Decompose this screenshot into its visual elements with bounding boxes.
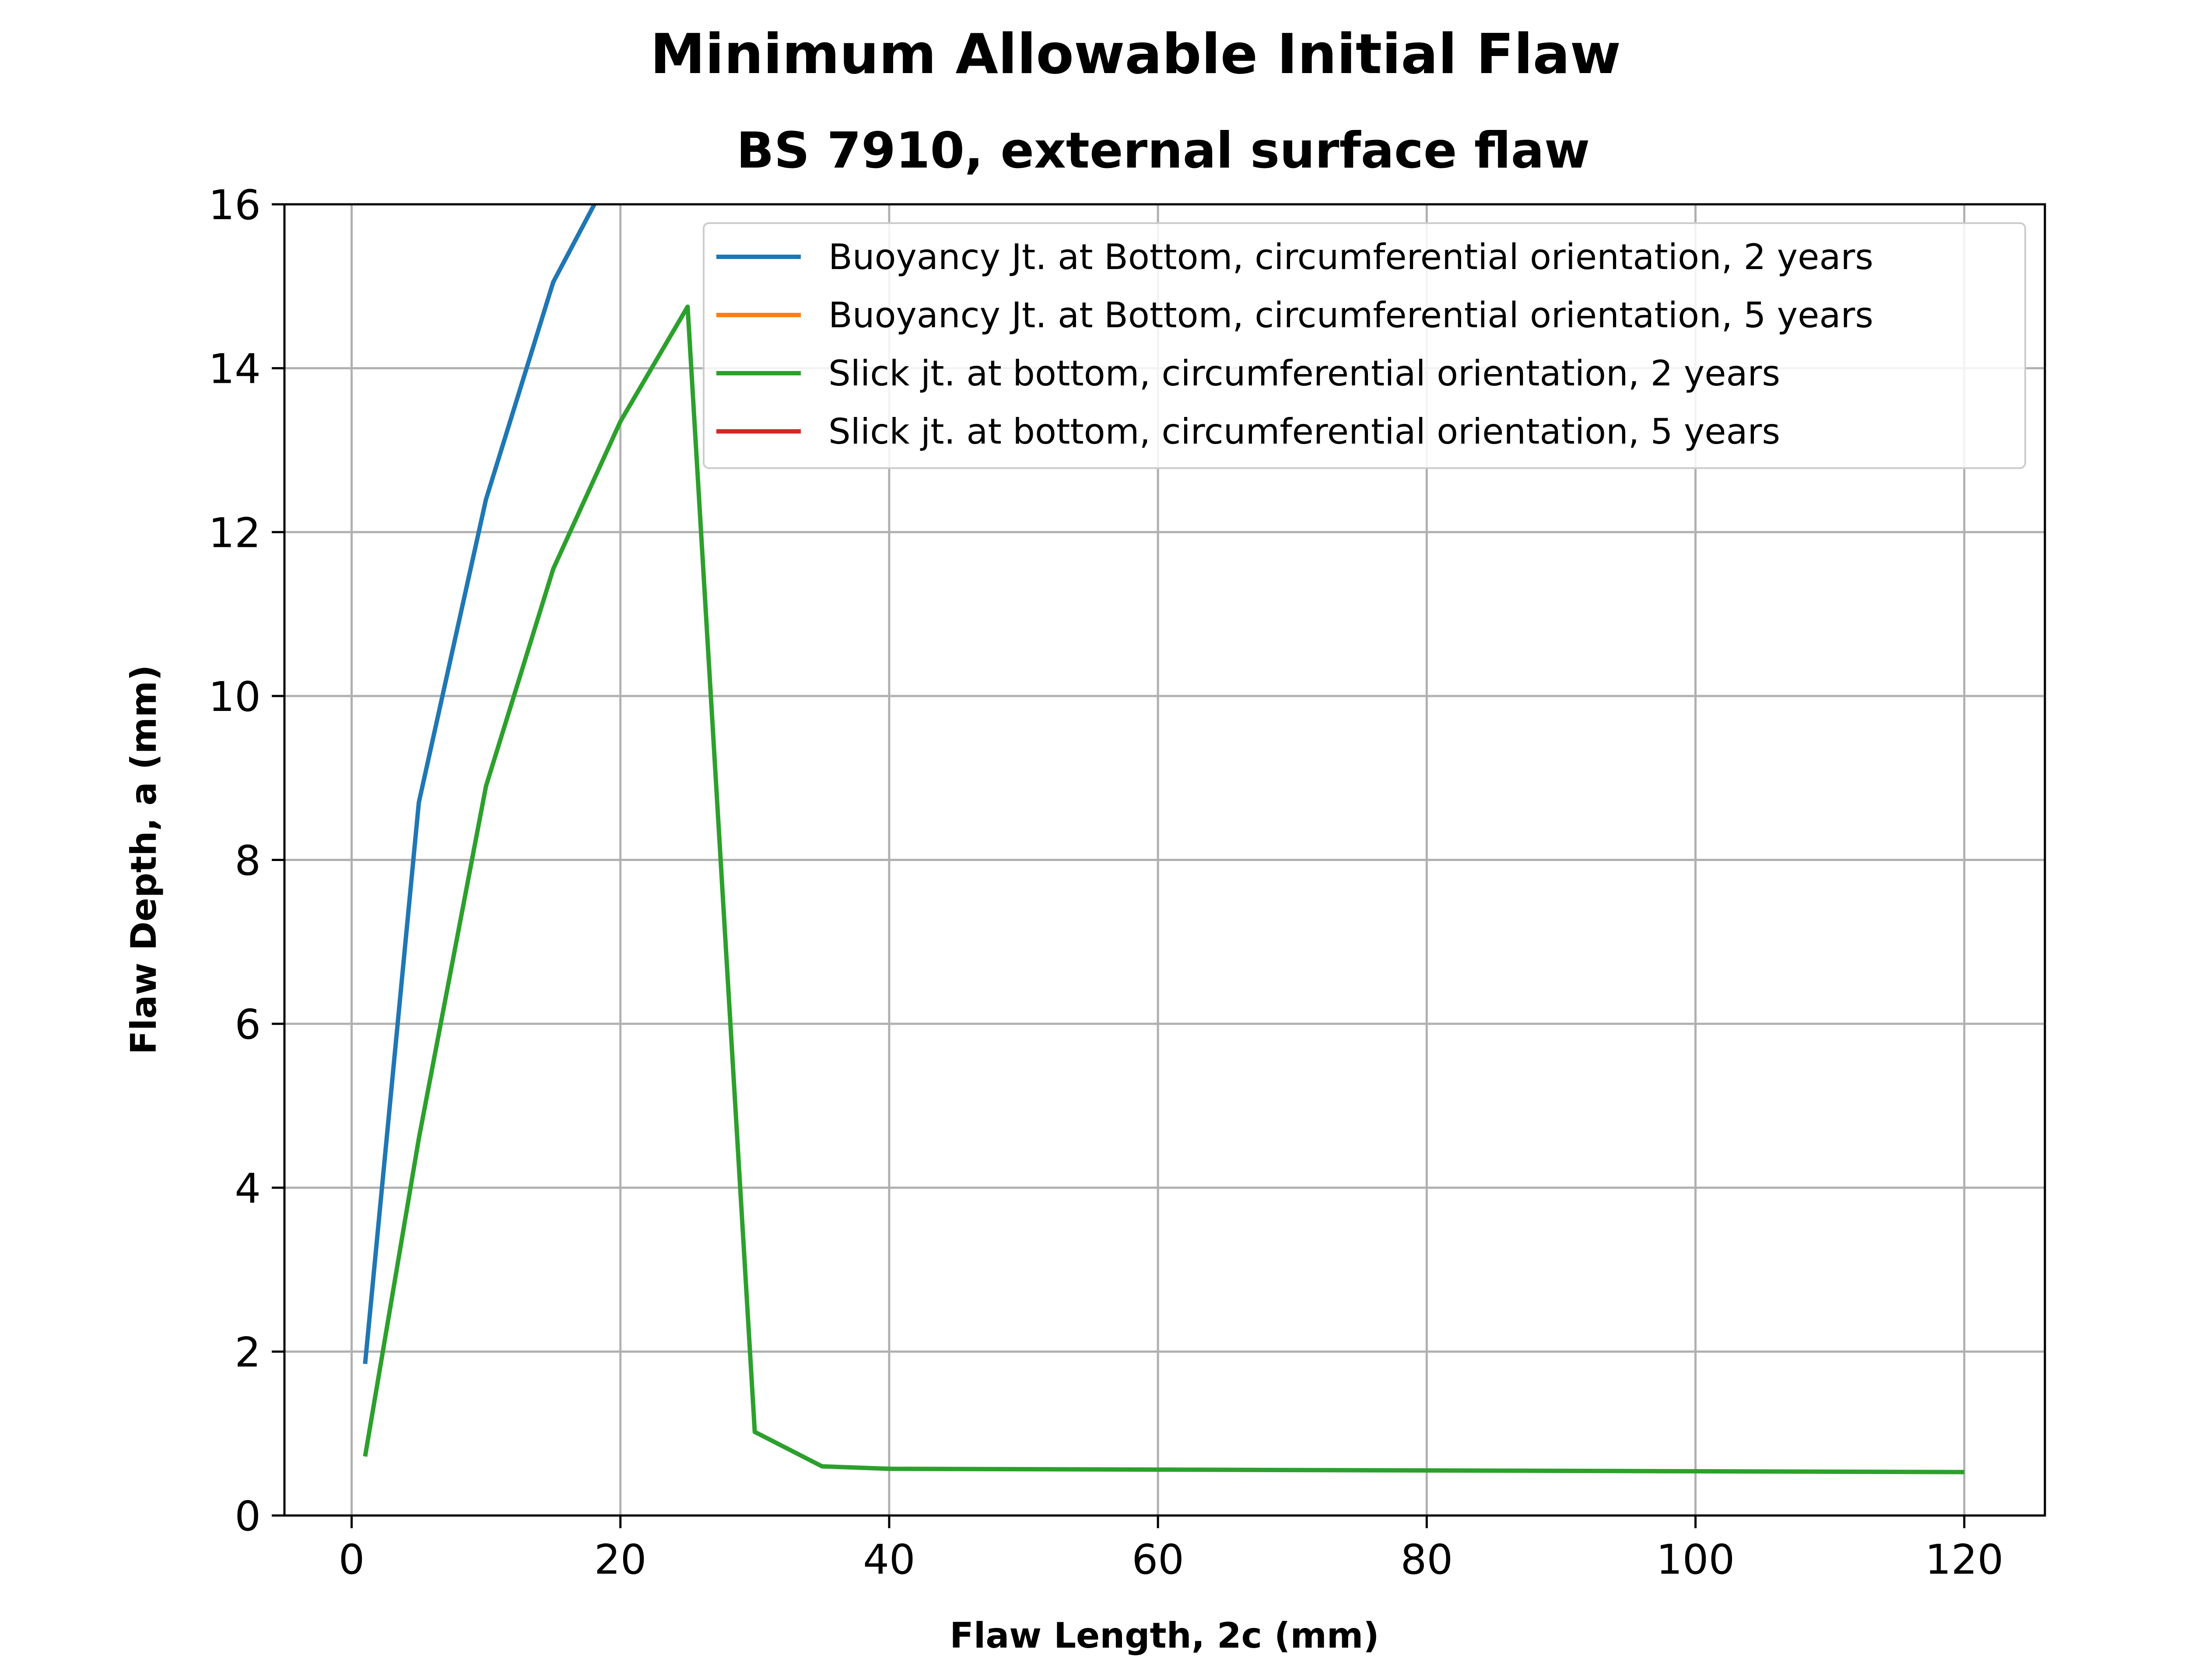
y-tick-label: 14 <box>208 346 261 393</box>
legend-label-3: Slick jt. at bottom, circumferential ori… <box>828 411 1780 452</box>
y-axis-label: Flaw Depth, a (mm) <box>123 665 164 1055</box>
series-layer <box>363 204 1964 1474</box>
y-tick-label: 12 <box>208 509 261 557</box>
legend-label-0: Buoyancy Jt. at Bottom, circumferential … <box>828 237 1873 277</box>
legend: Buoyancy Jt. at Bottom, circumferential … <box>703 222 2026 469</box>
series-line-0 <box>363 204 597 1364</box>
x-tick-label: 100 <box>1656 1536 1735 1584</box>
y-tick-label: 6 <box>235 1001 261 1049</box>
y-tick-label: 4 <box>235 1165 261 1213</box>
y-tick-label: 16 <box>208 182 261 229</box>
x-tick-label: 40 <box>863 1536 915 1584</box>
x-tick-label: 20 <box>594 1536 647 1584</box>
x-tick-label: 0 <box>339 1536 365 1584</box>
y-tick-label: 0 <box>235 1493 261 1540</box>
series-line-2 <box>363 304 1964 1474</box>
legend-label-2: Slick jt. at bottom, circumferential ori… <box>828 353 1780 394</box>
ticks: 0 20 40 60 80 100 120 0 2 4 6 8 10 12 14 16 <box>208 182 2003 1584</box>
chart-subtitle: BS 7910, external surface flaw <box>736 122 1590 179</box>
y-tick-label: 10 <box>208 673 261 721</box>
y-tick-label: 2 <box>235 1329 261 1376</box>
legend-label-1: Buoyancy Jt. at Bottom, circumferential … <box>828 295 1873 336</box>
x-tick-label: 120 <box>1925 1536 2003 1584</box>
chart-title: Minimum Allowable Initial Flaw <box>650 22 1621 86</box>
x-tick-label: 60 <box>1132 1536 1184 1584</box>
x-axis-label: Flaw Length, 2c (mm) <box>950 1615 1379 1656</box>
legend-box <box>703 222 2026 469</box>
y-tick-label: 8 <box>235 837 261 885</box>
x-tick-label: 80 <box>1401 1536 1453 1584</box>
